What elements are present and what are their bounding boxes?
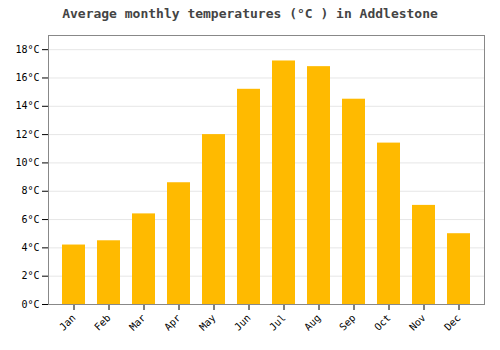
svg-text:4°C: 4°C [21, 242, 39, 253]
svg-text:Oct: Oct [372, 312, 393, 333]
svg-text:Nov: Nov [407, 312, 428, 333]
svg-text:16°C: 16°C [15, 72, 39, 83]
svg-text:Aug: Aug [302, 312, 323, 333]
svg-text:0°C: 0°C [21, 299, 39, 310]
svg-text:Dec: Dec [442, 312, 463, 333]
svg-text:Jul: Jul [267, 312, 288, 333]
svg-text:Mar: Mar [127, 312, 148, 333]
svg-text:May: May [197, 312, 218, 333]
svg-text:Feb: Feb [92, 312, 113, 333]
svg-text:Jan: Jan [57, 312, 78, 333]
svg-text:18°C: 18°C [15, 44, 39, 55]
svg-text:Apr: Apr [162, 312, 183, 333]
svg-text:10°C: 10°C [15, 157, 39, 168]
svg-text:Sep: Sep [337, 312, 358, 333]
svg-text:6°C: 6°C [21, 214, 39, 225]
svg-text:12°C: 12°C [15, 129, 39, 140]
svg-text:2°C: 2°C [21, 270, 39, 281]
svg-text:Jun: Jun [232, 312, 253, 333]
svg-text:14°C: 14°C [15, 100, 39, 111]
svg-text:8°C: 8°C [21, 185, 39, 196]
html-text:Average monthly temperatures (: Average monthly temperatures (°C ) in Ad… [62, 6, 438, 21]
